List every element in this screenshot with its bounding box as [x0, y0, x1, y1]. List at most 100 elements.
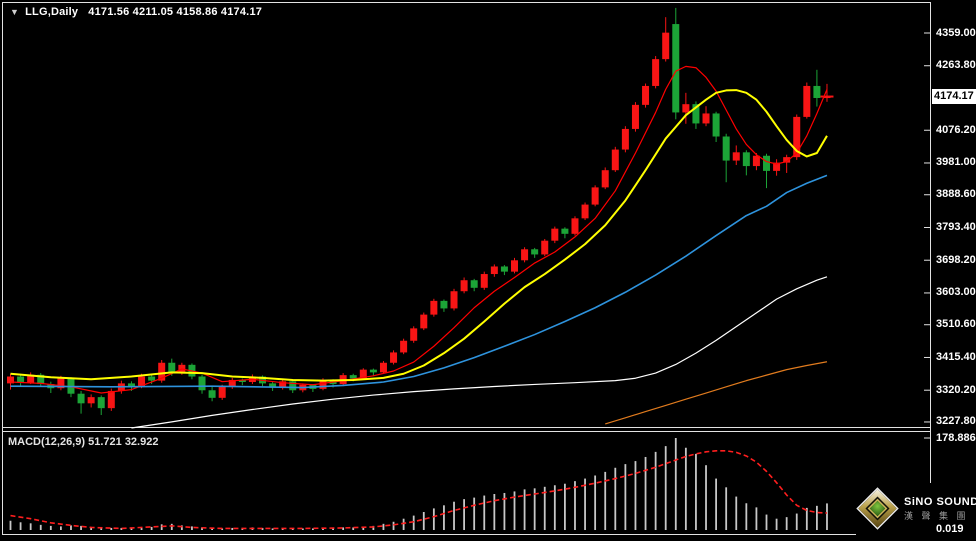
price-axis-label: 4263.80 [936, 59, 976, 72]
candle [581, 204, 589, 219]
candle [369, 369, 377, 373]
candle [561, 228, 569, 234]
candle [732, 152, 740, 161]
macd-signal-value: 32.922 [124, 436, 159, 448]
candle [702, 113, 710, 124]
price-axis-label: 4359.00 [936, 26, 976, 39]
candle [238, 379, 246, 383]
candles-layer [7, 7, 831, 416]
candle [541, 240, 549, 255]
candle [279, 381, 287, 388]
macd-axis-bottom-label: 0.019 [936, 523, 964, 536]
price-axis-label: 3510.60 [936, 318, 976, 331]
candle [319, 379, 327, 389]
candle [138, 376, 146, 387]
candle [7, 376, 14, 384]
candle [521, 249, 529, 261]
candle [773, 162, 781, 171]
collapse-arrow-icon[interactable]: ▼ [10, 7, 20, 17]
price-axis-label: 3603.00 [936, 286, 976, 299]
candle [480, 274, 488, 288]
candle [198, 376, 206, 391]
candle [158, 362, 166, 381]
price-axis-label: 3698.20 [936, 253, 976, 266]
candle [672, 24, 680, 113]
candle [127, 383, 135, 387]
candle [662, 32, 670, 60]
panel-divider[interactable] [0, 427, 930, 433]
ma-blue [10, 174, 828, 389]
candle [228, 379, 236, 387]
candle [652, 59, 660, 86]
candle [97, 397, 105, 409]
candle [722, 136, 730, 161]
candle [763, 155, 770, 171]
candle [511, 260, 518, 272]
candle [430, 300, 438, 315]
candle [642, 85, 650, 105]
candle [712, 113, 720, 137]
candle [37, 374, 45, 385]
macd-signal-line [10, 449, 828, 530]
candle [682, 104, 690, 113]
chart-header: ▼ LLG,Daily 4171.56 4211.05 4158.86 4174.1… [10, 6, 262, 18]
candle [440, 300, 448, 309]
macd-value: 51.721 [88, 436, 122, 448]
current-price-value: 4174.17 [934, 90, 974, 103]
candle [601, 170, 609, 188]
price-axis-label: 4076.20 [936, 123, 976, 136]
candle [27, 374, 35, 383]
candle [500, 266, 508, 272]
price-axis-label: 3981.00 [936, 156, 976, 169]
ma-white [131, 276, 828, 429]
candle [390, 352, 398, 363]
candle [57, 378, 65, 389]
logo-text-en: SiNO SOUND [904, 496, 976, 508]
candle [87, 397, 95, 404]
ma-orange [605, 361, 828, 425]
price-axis-label: 3793.40 [936, 220, 976, 233]
candle [631, 104, 639, 129]
candle [410, 328, 418, 341]
candle [77, 393, 85, 404]
current-price-tag: 4174.17 [932, 89, 976, 105]
candle [551, 228, 559, 241]
price-axis-label: 3227.80 [936, 415, 976, 428]
macd-axis-top-label: 178.886 [936, 431, 976, 444]
candle [168, 362, 176, 373]
candle [208, 390, 216, 398]
candle [591, 187, 599, 205]
candle [813, 85, 821, 98]
candle [793, 116, 801, 158]
candle [470, 280, 478, 288]
sino-sound-logo: SiNO SOUND 漢 聲 集 團 [856, 483, 976, 535]
candle [692, 104, 700, 124]
candle [742, 152, 750, 167]
candle [289, 381, 297, 391]
candle [460, 280, 468, 292]
candle [490, 266, 498, 275]
macd-histogram [9, 437, 828, 530]
candle [148, 376, 156, 381]
ohlc-values: 4171.56 4211.05 4158.86 4174.17 [88, 6, 263, 18]
candle [17, 376, 25, 383]
candle [379, 362, 387, 373]
symbol-label: LLG,Daily [25, 6, 79, 18]
price-axis-label: 3415.40 [936, 350, 976, 363]
price-axis-label: 3888.60 [936, 188, 976, 201]
logo-diamond-icon [856, 487, 900, 531]
candle [450, 291, 458, 309]
candle [359, 369, 367, 379]
candle [783, 157, 791, 163]
candle [269, 383, 277, 388]
ma-fast-red [10, 65, 828, 394]
price-axis-label: 3320.20 [936, 383, 976, 396]
candle [218, 386, 226, 398]
candle [752, 155, 760, 167]
candle [611, 149, 619, 171]
candle [400, 340, 408, 353]
candle [420, 314, 428, 329]
candle [803, 85, 811, 117]
